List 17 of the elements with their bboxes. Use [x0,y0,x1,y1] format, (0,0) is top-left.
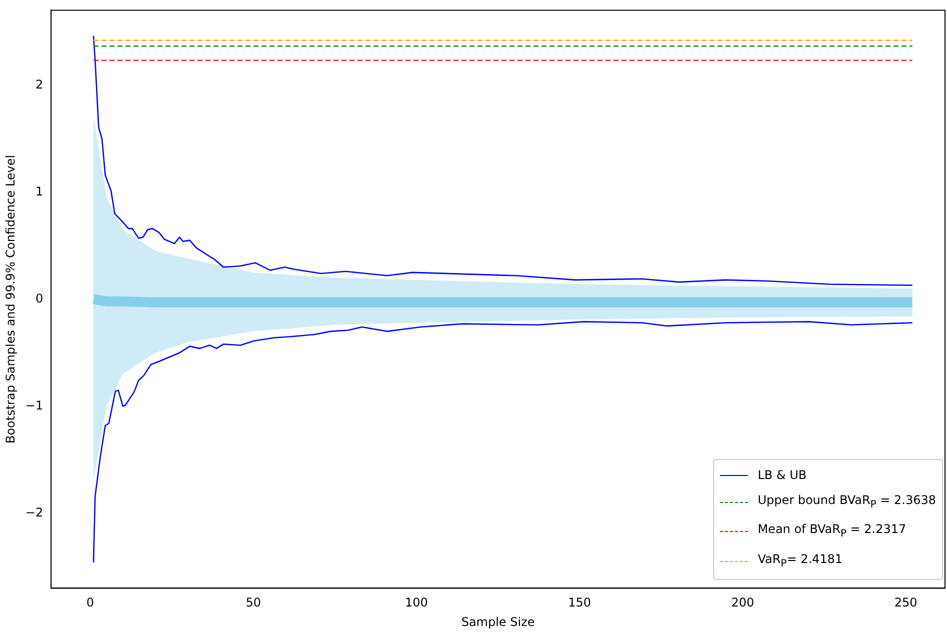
legend-label: VaR$_{P}$= 2.4181 [758,550,843,571]
legend-label: Upper bound BVaR$_{P}$ = 2.3638 [758,492,936,512]
y-tick-label: −2 [25,505,44,520]
x-tick-label: 100 [405,596,428,610]
x-tick-label: 250 [894,596,918,610]
y-tick-label: 0 [35,291,44,306]
legend-label: LB & UB [758,466,807,484]
x-tick-label: 50 [246,596,261,610]
y-axis-title: Bootstrap Samples and 99.9% Confidence Level [3,154,18,444]
x-axis-title: Sample Size [461,614,535,629]
y-tick-label: 1 [35,184,44,198]
y-tick-label: 2 [35,77,44,92]
x-tick-label: 0 [86,596,94,610]
legend-label: Mean of BVaR$_{P}$ = 2.2317 [758,521,906,542]
y-tick-label: −1 [25,398,44,412]
x-tick-label: 150 [568,596,592,610]
x-tick-label: 200 [731,596,754,610]
